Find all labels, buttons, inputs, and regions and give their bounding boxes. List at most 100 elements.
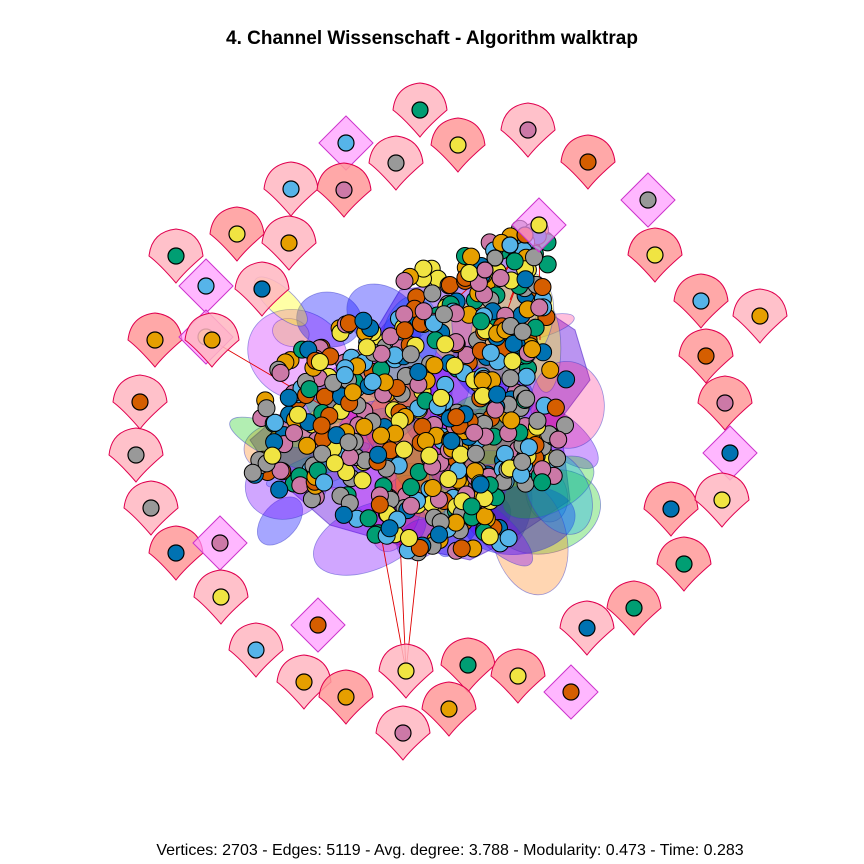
vertex bbox=[525, 248, 543, 267]
isolated-community bbox=[209, 206, 265, 262]
vertex bbox=[411, 101, 429, 119]
vertex bbox=[501, 236, 519, 254]
vertex bbox=[228, 225, 246, 243]
isolated-community bbox=[620, 172, 676, 228]
community-hull bbox=[272, 318, 310, 348]
vertex bbox=[445, 356, 464, 375]
vertex bbox=[401, 345, 420, 364]
vertex bbox=[697, 347, 715, 365]
vertex bbox=[395, 305, 414, 324]
vertex bbox=[513, 322, 532, 341]
vertex bbox=[372, 426, 390, 445]
vertex bbox=[334, 505, 353, 524]
vertex bbox=[395, 272, 414, 290]
vertex bbox=[462, 497, 481, 516]
vertex bbox=[530, 216, 548, 234]
vertex bbox=[357, 338, 376, 357]
vertex bbox=[335, 181, 353, 199]
isolated-community bbox=[318, 669, 374, 725]
vertex bbox=[309, 616, 327, 634]
vertex bbox=[499, 529, 518, 548]
vertex bbox=[460, 264, 479, 282]
vertex bbox=[462, 247, 481, 266]
vertex bbox=[337, 688, 355, 706]
vertex bbox=[517, 389, 536, 408]
vertex bbox=[472, 312, 490, 331]
isolated-community bbox=[184, 312, 240, 368]
isolated-community bbox=[276, 654, 332, 710]
vertex bbox=[504, 334, 523, 353]
vertex bbox=[548, 449, 567, 468]
vertex bbox=[325, 454, 344, 473]
isolated-community bbox=[290, 597, 346, 653]
vertex bbox=[430, 525, 448, 544]
vertex bbox=[625, 599, 643, 617]
isolated-community bbox=[500, 102, 556, 158]
vertex bbox=[488, 385, 507, 404]
isolated-community bbox=[127, 312, 183, 368]
vertex bbox=[439, 470, 458, 488]
vertex bbox=[434, 305, 453, 324]
vertex bbox=[263, 446, 282, 465]
isolated-community bbox=[606, 580, 662, 636]
vertex bbox=[167, 544, 185, 562]
isolated-community bbox=[234, 261, 290, 317]
vertex bbox=[423, 284, 442, 303]
vertex bbox=[486, 400, 505, 419]
vertex bbox=[692, 292, 710, 310]
vertex bbox=[395, 440, 413, 459]
vertex bbox=[363, 372, 382, 391]
vertex bbox=[387, 154, 405, 172]
vertex bbox=[449, 136, 467, 154]
vertex bbox=[414, 302, 433, 321]
vertex bbox=[312, 416, 331, 435]
vertex bbox=[473, 371, 492, 390]
vertex bbox=[562, 683, 580, 701]
vertex bbox=[397, 662, 415, 680]
isolated-community bbox=[316, 162, 372, 218]
isolated-community bbox=[123, 480, 179, 536]
vertex bbox=[466, 444, 485, 463]
isolated-community bbox=[148, 228, 204, 284]
vertex bbox=[465, 423, 484, 442]
isolated-community bbox=[148, 525, 204, 581]
isolated-community bbox=[702, 425, 758, 481]
vertex bbox=[353, 471, 372, 490]
vertex bbox=[541, 360, 560, 379]
isolated-community bbox=[228, 622, 284, 678]
vertex bbox=[546, 398, 565, 417]
vertex bbox=[505, 252, 524, 271]
vertex bbox=[337, 134, 355, 152]
vertex bbox=[491, 269, 510, 287]
vertex bbox=[355, 417, 374, 436]
vertex bbox=[751, 307, 769, 325]
vertex bbox=[517, 367, 536, 386]
vertex bbox=[339, 433, 358, 452]
vertex bbox=[289, 405, 307, 424]
vertex bbox=[423, 479, 442, 497]
isolated-communities bbox=[108, 82, 788, 761]
isolated-community bbox=[511, 197, 567, 253]
vertex bbox=[662, 500, 680, 518]
vertex bbox=[131, 393, 149, 411]
vertex bbox=[197, 277, 215, 295]
vertex bbox=[270, 480, 289, 499]
isolated-community bbox=[543, 664, 599, 720]
vertex bbox=[480, 527, 499, 546]
vertex bbox=[265, 413, 284, 432]
vertex bbox=[516, 270, 535, 289]
community-hull bbox=[257, 496, 303, 546]
vertex bbox=[395, 321, 414, 340]
vertex bbox=[533, 278, 552, 296]
vertex bbox=[315, 473, 333, 492]
isolated-community bbox=[318, 115, 374, 171]
vertex bbox=[646, 246, 664, 264]
isolated-community bbox=[378, 643, 434, 699]
isolated-community bbox=[732, 288, 788, 344]
vertex bbox=[452, 539, 471, 558]
vertex bbox=[420, 446, 439, 465]
isolated-community bbox=[490, 648, 546, 704]
isolated-community bbox=[392, 82, 448, 138]
vertex bbox=[380, 519, 399, 538]
title: 4. Channel Wissenschaft - Algorithm walk… bbox=[226, 28, 638, 49]
